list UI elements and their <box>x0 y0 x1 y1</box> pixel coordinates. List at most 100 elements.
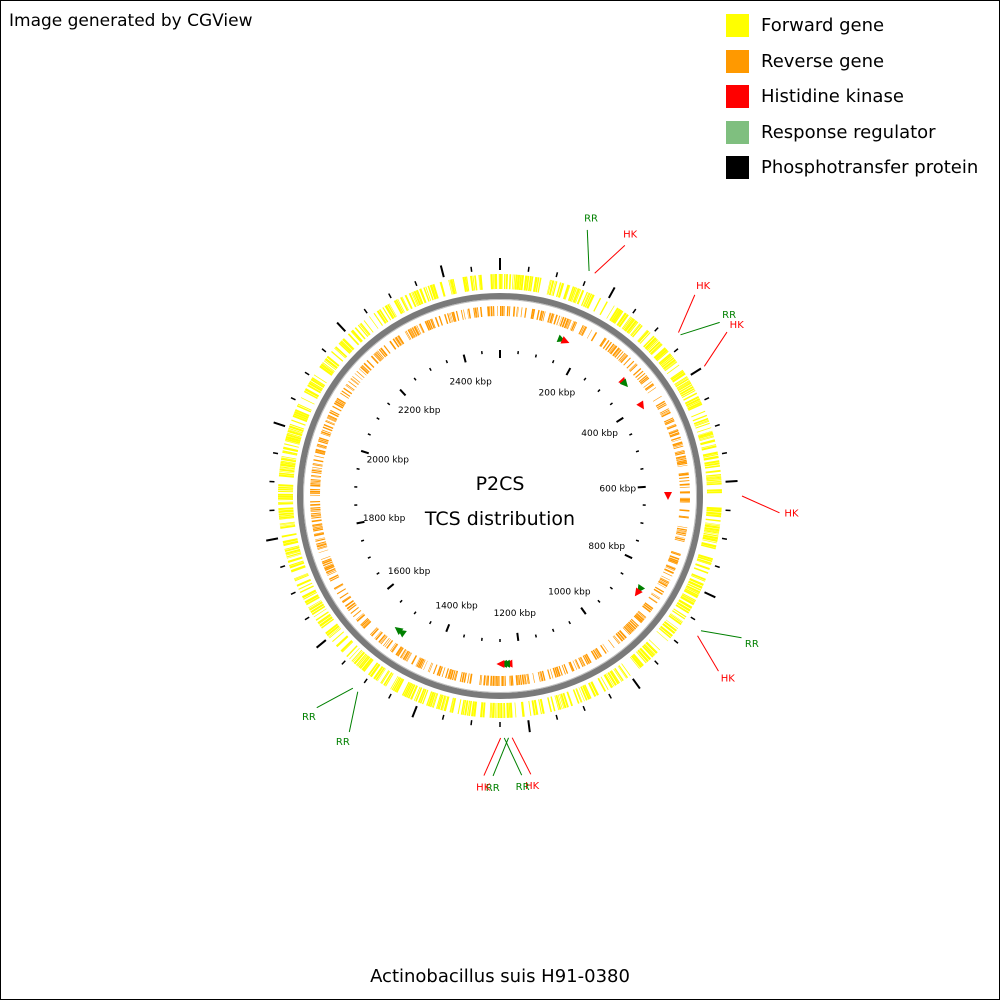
forward-gene <box>694 419 709 426</box>
reverse-gene <box>397 335 405 345</box>
reverse-gene <box>348 380 357 388</box>
forward-gene <box>706 477 722 480</box>
callout-line-hk <box>483 737 502 776</box>
reverse-gene <box>340 392 349 399</box>
outer-tick <box>280 565 286 569</box>
reverse-gene <box>668 428 678 434</box>
reverse-gene <box>499 675 501 687</box>
forward-gene <box>676 380 690 389</box>
callout-label-rr: RR <box>722 310 736 321</box>
inner-tick <box>413 377 417 381</box>
forward-gene <box>683 589 699 599</box>
reverse-gene <box>673 444 684 448</box>
forward-gene <box>578 687 585 702</box>
reverse-gene <box>402 650 410 660</box>
reverse-gene <box>679 486 690 488</box>
reverse-gene <box>649 596 658 603</box>
inner-tick <box>620 571 624 575</box>
inner-tick <box>597 599 601 603</box>
forward-gene <box>706 480 722 483</box>
reverse-gene <box>678 472 689 475</box>
kbp-tick-label: 1400 kbp <box>435 602 478 612</box>
reverse-gene <box>504 675 506 686</box>
forward-gene <box>377 668 386 682</box>
forward-gene <box>575 289 582 304</box>
forward-gene <box>307 384 322 394</box>
forward-gene <box>663 620 677 632</box>
reverse-gene <box>333 583 344 590</box>
reverse-gene <box>463 672 467 683</box>
forward-gene <box>380 670 390 684</box>
reverse-gene <box>451 312 455 323</box>
inner-tick <box>376 417 380 421</box>
reverse-gene <box>520 307 523 318</box>
reverse-gene <box>373 353 381 362</box>
reverse-gene <box>377 350 385 359</box>
forward-gene <box>546 279 551 295</box>
tcs-marker-hk <box>634 587 643 597</box>
forward-gene <box>697 430 713 436</box>
forward-gene <box>571 287 578 302</box>
reverse-gene <box>444 314 449 324</box>
forward-gene <box>326 625 340 637</box>
forward-gene <box>698 431 714 439</box>
forward-gene <box>624 318 636 332</box>
forward-gene <box>278 512 294 516</box>
forward-gene <box>590 681 599 696</box>
reverse-gene <box>474 307 478 318</box>
outer-tick <box>582 280 586 287</box>
forward-gene <box>511 274 514 290</box>
forward-gene <box>516 274 521 290</box>
outer-tick-ring <box>266 258 738 733</box>
reverse-gene <box>360 366 369 375</box>
reverse-gene <box>352 376 361 383</box>
reverse-gene <box>658 580 668 587</box>
reverse-gene <box>374 352 383 361</box>
reverse-gene <box>511 675 514 686</box>
forward-gene <box>497 702 500 718</box>
forward-gene <box>439 281 446 297</box>
kbp-tick-label: 1200 kbp <box>494 609 537 619</box>
outer-tick <box>608 693 612 699</box>
forward-gene <box>698 433 714 439</box>
reverse-gene <box>361 618 370 627</box>
reverse-gene <box>386 640 394 649</box>
reverse-gene <box>434 317 440 327</box>
forward-gene <box>588 682 597 697</box>
reverse-gene <box>600 338 607 348</box>
forward-gene <box>653 347 667 359</box>
legend-item-reverse-gene: Reverse gene <box>726 44 978 80</box>
reverse-gene <box>668 557 679 563</box>
forward-gene <box>614 310 624 324</box>
forward-gene <box>651 344 663 356</box>
forward-gene <box>701 542 717 548</box>
outer-tick <box>673 639 679 644</box>
forward-gene <box>393 300 403 315</box>
reverse-gene <box>555 666 561 677</box>
forward-gene <box>609 307 619 322</box>
forward-gene <box>551 280 556 296</box>
reverse-gene <box>615 633 624 642</box>
forward-gene <box>706 479 722 482</box>
reverse-gene <box>334 584 344 590</box>
forward-gene <box>279 467 295 471</box>
reverse-gene <box>580 326 587 336</box>
outer-tick <box>527 720 531 733</box>
forward-gene <box>663 360 677 371</box>
forward-gene <box>552 281 558 297</box>
forward-gene <box>284 443 299 448</box>
reverse-gene <box>324 565 335 572</box>
kbp-tick-label: 1800 kbp <box>363 514 406 524</box>
forward-gene <box>471 701 475 717</box>
legend-swatch-histidine-kinase <box>726 85 749 109</box>
forward-gene <box>373 312 383 326</box>
legend-item-phosphotransfer-protein: Phosphotransfer protein <box>726 150 978 186</box>
forward-gene <box>548 280 555 296</box>
forward-gene <box>358 655 370 668</box>
forward-gene <box>287 429 303 437</box>
reverse-gene <box>449 312 454 323</box>
reverse-gene <box>669 555 680 560</box>
reverse-gene <box>636 612 645 620</box>
forward-gene <box>363 320 374 333</box>
